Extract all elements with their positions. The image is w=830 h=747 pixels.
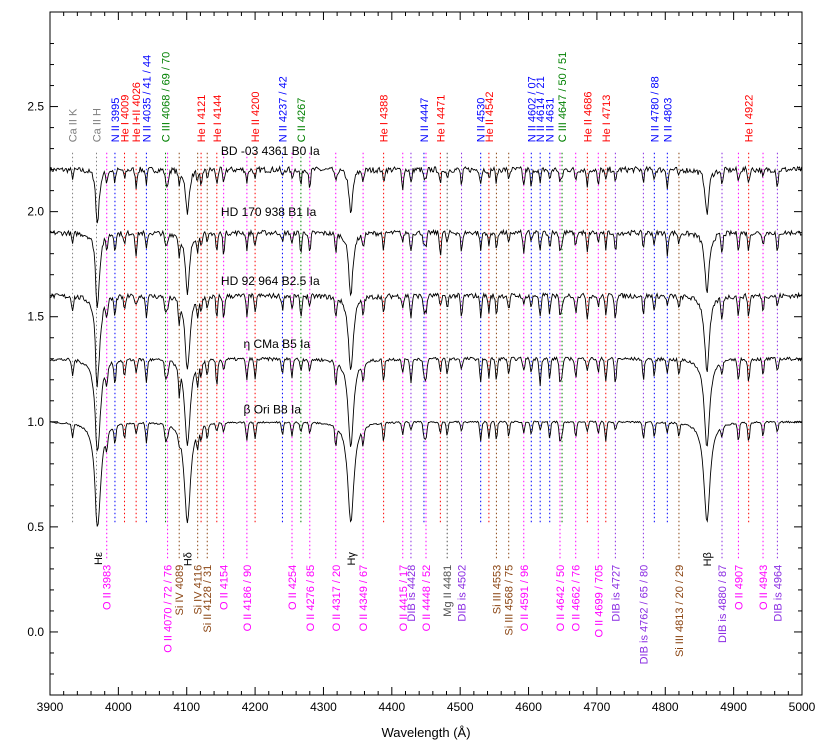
bottom-label-dib-is-4502: DIB is 4502 bbox=[457, 565, 469, 622]
x-tick-label: 4400 bbox=[378, 700, 405, 714]
spectrum-hd-92-964-b2-5-ia bbox=[49, 291, 803, 388]
bottom-label-si-iv-4089: Si IV 4089 bbox=[174, 565, 186, 616]
plot-frame bbox=[49, 11, 803, 696]
bottom-label-o-ii-4154: O II 4154 bbox=[219, 565, 231, 610]
spectra-layer: BD -03 4361 B0 Ia HD 170 938 B1 Ia HD 92 9… bbox=[49, 144, 803, 527]
bottom-label-si-iii-4553: Si III 4553 bbox=[491, 565, 503, 615]
top-label-he-i-4713: He I 4713 bbox=[601, 95, 613, 143]
bottom-label-o-ii-4662-76: O II 4662 / 76 bbox=[571, 565, 583, 632]
top-label-n-ii-4530: N II 4530 bbox=[476, 98, 488, 143]
star-label: HD 170 938 B1 Ia bbox=[221, 205, 317, 219]
bottom-label-o-ii-4415-17: O II 4415 / 17 bbox=[398, 565, 410, 632]
star-label: BD -03 4361 B0 Ia bbox=[221, 144, 320, 158]
bottom-label-o-ii-4591-96: O II 4591 / 96 bbox=[519, 565, 531, 632]
x-tick-label: 5000 bbox=[789, 700, 816, 714]
x-tick-label: 4100 bbox=[173, 700, 200, 714]
x-tick-label: 4000 bbox=[105, 700, 132, 714]
top-label-he-i-4121: He I 4121 bbox=[196, 95, 208, 143]
x-tick-label: 4800 bbox=[652, 700, 679, 714]
top-label-ca-ii-k: Ca II K bbox=[68, 108, 80, 142]
bottom-label-si-iii-4813-20-29: Si III 4813 / 20 / 29 bbox=[674, 565, 686, 657]
y-tick-label: 0.0 bbox=[27, 625, 44, 639]
line-marker-layer bbox=[72, 152, 778, 559]
bottom-label-o-ii-4943: O II 4943 bbox=[758, 565, 770, 610]
x-tick-label: 4600 bbox=[515, 700, 542, 714]
top-label-n-ii-4614-21: N II 4614 / 21 bbox=[535, 76, 547, 142]
bottom-label-o-ii-4254: O II 4254 bbox=[287, 565, 299, 610]
bottom-label-o-ii-4186-90: O II 4186 / 90 bbox=[242, 565, 254, 632]
y-tick-label: 1.0 bbox=[27, 415, 44, 429]
top-label-c-iii-4068-69-70: C III 4068 / 69 / 70 bbox=[161, 52, 173, 143]
bottom-label-o-ii-4907: O II 4907 bbox=[733, 565, 745, 610]
top-label-he-ii-4200: He II 4200 bbox=[250, 92, 262, 143]
spectrum-bd-03-4361-b0-ia bbox=[49, 165, 803, 224]
spectrum-cma-b5-ia bbox=[49, 356, 803, 453]
bottom-label-dib-is-4727: DIB is 4727 bbox=[610, 565, 622, 622]
bottom-label-o-ii-4070-72-76: O II 4070 / 72 / 76 bbox=[163, 565, 175, 653]
top-label-c-ii-4267: C II 4267 bbox=[296, 98, 308, 143]
spectrum-hd-170-938-b1-ia bbox=[49, 228, 802, 309]
top-label-n-ii-4237-42: N II 4237 / 42 bbox=[277, 76, 289, 142]
bottom-label-o-ii-4699-705: O II 4699 / 705 bbox=[593, 565, 605, 638]
top-label-he-i-4144: He I 4144 bbox=[212, 95, 224, 143]
y-tick-label: 1.5 bbox=[27, 310, 44, 324]
tick-layer: 3900 4000 4100 4200 4300 4400 4500 4600 4700 4800… bbox=[27, 12, 816, 714]
top-label-he-i-4388: He I 4388 bbox=[379, 95, 391, 143]
star-label: η CMa B5 Ia bbox=[243, 337, 310, 351]
y-tick-label: 2.0 bbox=[27, 205, 44, 219]
bottom-label-si-iii-4568-75: Si III 4568 / 75 bbox=[504, 565, 516, 636]
bottom-label-o-ii-4642-50: O II 4642 / 50 bbox=[555, 565, 567, 632]
bottom-label-si-ii-4128-31: Si II 4128 / 31 bbox=[202, 565, 214, 633]
bottom-label-o-ii-4276-85: O II 4276 / 85 bbox=[305, 565, 317, 632]
top-label-he-i-4922: He I 4922 bbox=[744, 95, 756, 143]
top-label-he-ii-4542: He II 4542 bbox=[484, 92, 496, 143]
top-label-n-ii-4631: N II 4631 bbox=[545, 98, 557, 143]
x-tick-label: 4700 bbox=[584, 700, 611, 714]
x-tick-label: 3900 bbox=[37, 700, 64, 714]
bottom-label-o-ii-4317-20: O II 4317 / 20 bbox=[331, 565, 343, 632]
top-label-he-i-4471: He I 4471 bbox=[435, 95, 447, 143]
bottom-label-dib-is-4428: DIB is 4428 bbox=[406, 565, 418, 622]
bottom-label-h: Hδ bbox=[182, 552, 194, 566]
bottom-label-mg-ii-4481: Mg II 4481 bbox=[442, 565, 454, 617]
bottom-label-dib-is-4762-65-80: DIB is 4762 / 65 / 80 bbox=[638, 565, 650, 665]
x-tick-label: 4200 bbox=[242, 700, 269, 714]
top-label-n-ii-4602-07: N II 4602 / 07 bbox=[526, 76, 538, 142]
bottom-label-o-ii-4448-52: O II 4448 / 52 bbox=[421, 565, 433, 632]
x-axis-title: Wavelength (Å) bbox=[381, 725, 470, 740]
x-tick-label: 4300 bbox=[310, 700, 337, 714]
bottom-label-h: Hγ bbox=[346, 552, 358, 566]
top-label-n-ii-4803: N II 4803 bbox=[662, 98, 674, 143]
x-tick-label: 4900 bbox=[720, 700, 747, 714]
top-label-he-i-4009: He I 4009 bbox=[120, 95, 132, 143]
top-label-c-iii-4647-50-51: C III 4647 / 50 / 51 bbox=[557, 52, 569, 143]
y-tick-label: 0.5 bbox=[27, 520, 44, 534]
top-label-n-ii-4035-41-44: N II 4035 / 41 / 44 bbox=[141, 55, 153, 142]
bottom-label-h: Hε bbox=[93, 552, 105, 565]
spectrum-ori-b8-ia bbox=[49, 420, 802, 527]
bottom-label-si-iv-4116: Si IV 4116 bbox=[193, 565, 205, 615]
y-tick-label: 2.5 bbox=[27, 100, 44, 114]
top-label-he-i-ii-4026: He I+II 4026 bbox=[131, 82, 143, 142]
star-label: HD 92 964 B2.5 Ia bbox=[221, 274, 320, 288]
top-label-he-ii-4686: He II 4686 bbox=[582, 92, 594, 143]
x-tick-label: 4500 bbox=[447, 700, 474, 714]
bottom-label-dib-is-4880-87: DIB is 4880 / 87 bbox=[717, 565, 729, 643]
top-label-ca-ii-h: Ca II H bbox=[91, 108, 103, 142]
top-label-n-ii-4447: N II 4447 bbox=[419, 98, 431, 143]
bottom-label-o-ii-4349-67: O II 4349 / 67 bbox=[358, 565, 370, 632]
top-label-n-ii-3995: N II 3995 bbox=[110, 98, 122, 143]
bottom-label-dib-is-4964: DIB is 4964 bbox=[772, 565, 784, 622]
bottom-label-o-ii-3983: O II 3983 bbox=[102, 565, 114, 610]
star-label: β Ori B8 Ia bbox=[243, 402, 301, 416]
top-label-n-ii-4780-88: N II 4780 / 88 bbox=[649, 76, 661, 142]
bottom-label-h: Hβ bbox=[702, 552, 714, 566]
